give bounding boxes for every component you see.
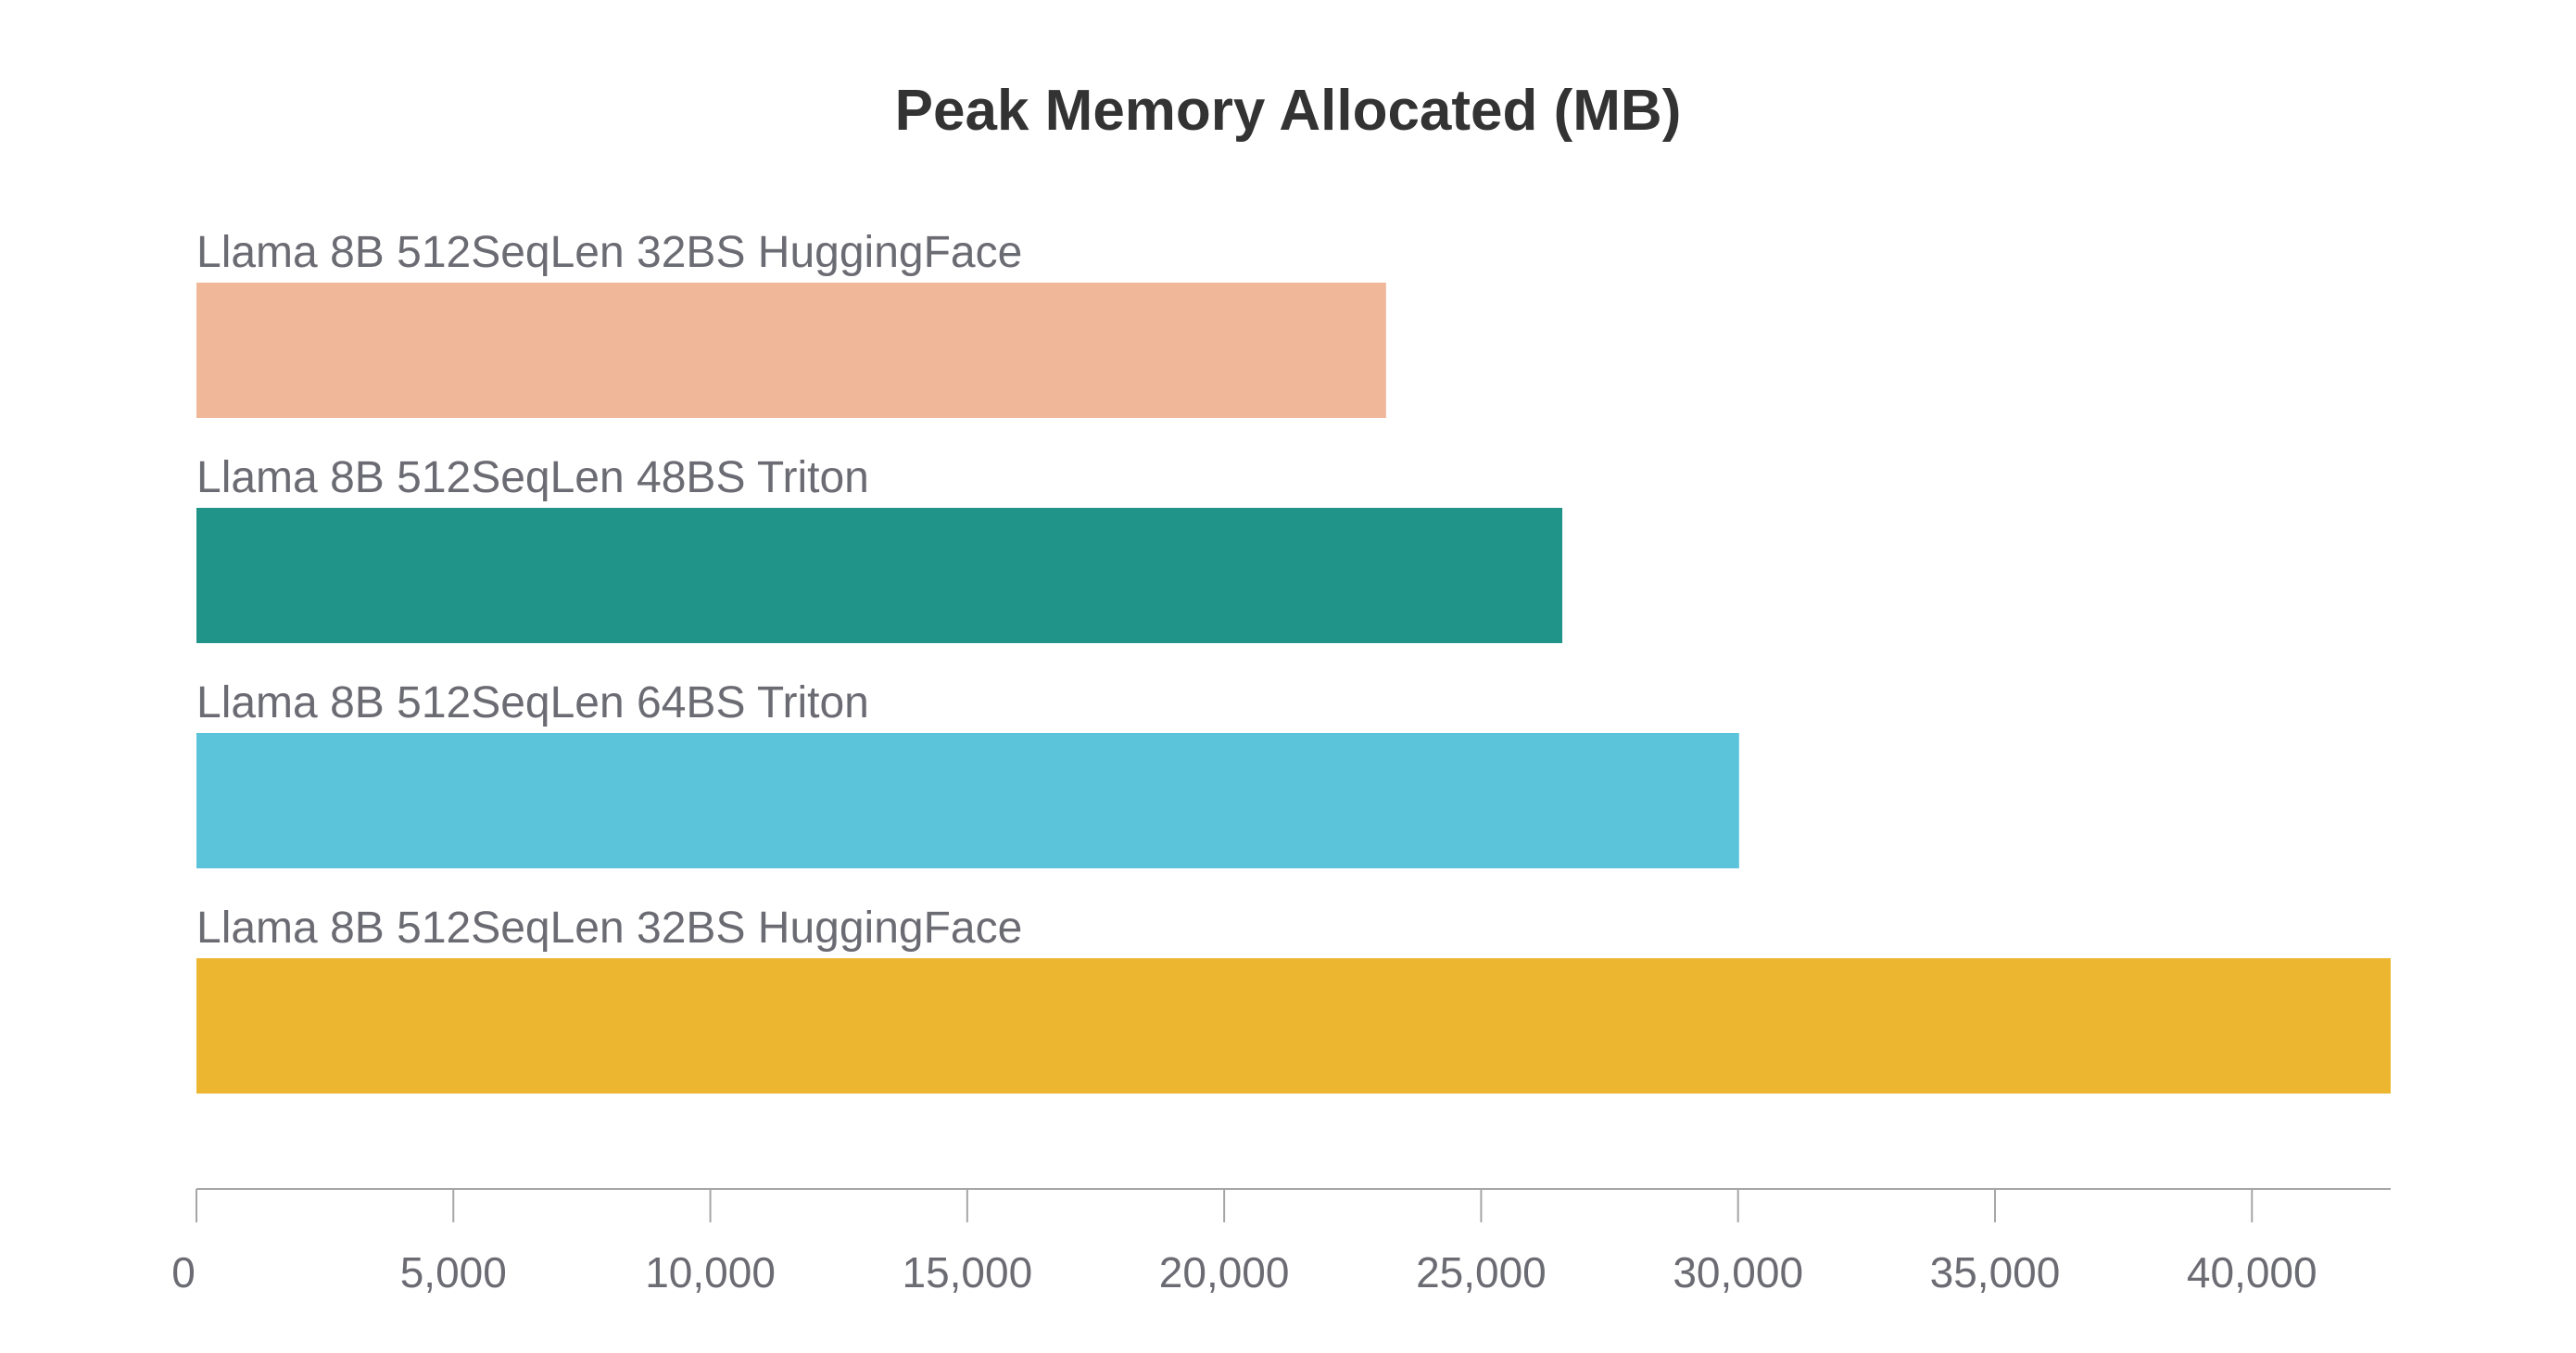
x-tick-label: 10,000 [645, 1248, 776, 1296]
x-tick-label: 15,000 [902, 1248, 1032, 1296]
bar-label: Llama 8B 512SeqLen 32BS HuggingFace [196, 904, 1022, 953]
bar-label: Llama 8B 512SeqLen 48BS Triton [196, 453, 869, 502]
x-tick-label: 5,000 [400, 1248, 507, 1296]
bar [196, 508, 1563, 643]
x-tick-label: 30,000 [1673, 1248, 1803, 1296]
bars-layer: Llama 8B 512SeqLen 32BS HuggingFace Llama… [196, 228, 2391, 1094]
bar-label: Llama 8B 512SeqLen 32BS HuggingFace [196, 228, 1022, 277]
bar [196, 283, 1386, 418]
bar [196, 733, 1739, 868]
x-tick-label: 20,000 [1159, 1248, 1290, 1296]
x-tick-label: 0 [171, 1248, 196, 1296]
bar [196, 958, 2391, 1094]
bar-label: Llama 8B 512SeqLen 64BS Triton [196, 678, 869, 727]
x-axis: 0 5,000 10,000 15,000 20,000 25,000 30,000 35,0… [171, 1188, 2391, 1296]
x-tick-label: 25,000 [1416, 1248, 1547, 1296]
chart-title: Peak Memory Allocated (MB) [895, 79, 1682, 143]
x-tick-label: 40,000 [2187, 1248, 2317, 1296]
x-tick-label: 35,000 [1930, 1248, 2061, 1296]
